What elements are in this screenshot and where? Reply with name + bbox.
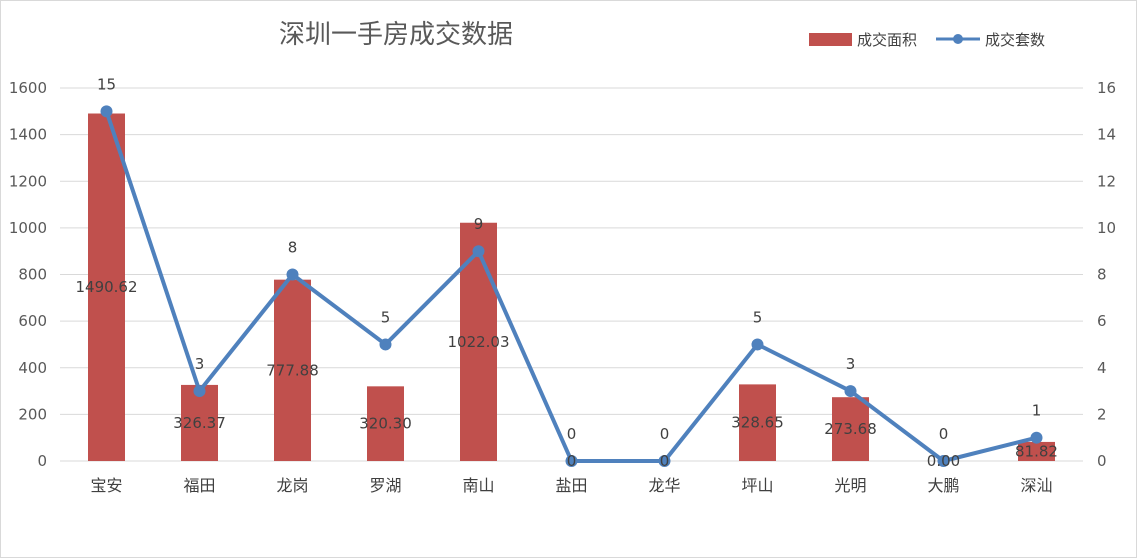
line-data-label: 5 <box>753 308 763 326</box>
category-label: 深汕 <box>1020 476 1052 495</box>
legend-line-marker <box>953 34 963 44</box>
line-data-label: 15 <box>97 75 116 93</box>
line-point <box>286 268 299 281</box>
bar-data-label: 81.82 <box>1015 442 1058 460</box>
line-series <box>100 105 1043 467</box>
line-point <box>379 338 392 351</box>
category-label: 盐田 <box>555 476 587 495</box>
line-point <box>193 385 206 398</box>
right-tick-label: 4 <box>1097 359 1107 377</box>
left-axis-ticks: 0 200 400 600 800 1000 1200 1400 1600 <box>9 79 47 470</box>
bar-data-label: 0 <box>660 452 670 470</box>
line-point <box>565 455 578 467</box>
left-tick-label: 1200 <box>9 172 47 190</box>
bar-data-label: 273.68 <box>824 420 877 438</box>
line-point <box>1030 431 1043 444</box>
left-tick-label: 800 <box>18 266 47 284</box>
line-data-label: 9 <box>474 215 484 233</box>
bar <box>832 397 869 461</box>
bar-data-label: 0 <box>567 452 577 470</box>
bar-data-label: 1022.03 <box>447 333 509 351</box>
right-tick-label: 8 <box>1097 266 1107 284</box>
bar <box>181 384 218 461</box>
legend-line-label: 成交套数 <box>985 31 1045 49</box>
bar-data-label: 328.65 <box>731 414 784 432</box>
left-tick-label: 1400 <box>9 126 47 144</box>
bar <box>274 279 311 461</box>
line-data-label: 3 <box>846 355 856 373</box>
category-label: 宝安 <box>90 476 122 495</box>
gridlines <box>60 87 1083 462</box>
left-tick-label: 600 <box>18 312 47 330</box>
bar-series <box>88 113 1055 462</box>
chart-title: 深圳一手房成交数据 <box>279 20 513 50</box>
bar <box>1018 441 1055 461</box>
bar-data-labels: 1490.62 326.37 777.88 320.30 1022.03 0 0 328.65… <box>75 278 1057 470</box>
category-label: 坪山 <box>741 476 773 495</box>
left-tick-label: 200 <box>18 405 47 423</box>
left-tick-label: 1000 <box>9 219 47 237</box>
category-label: 光明 <box>834 476 866 495</box>
category-label: 大鹏 <box>927 476 959 495</box>
bar-data-label: 1490.62 <box>75 278 137 296</box>
line-point <box>844 385 857 398</box>
right-tick-label: 14 <box>1097 126 1116 144</box>
bar-data-label: 777.88 <box>266 361 319 379</box>
right-tick-label: 6 <box>1097 312 1107 330</box>
line-data-labels: 15 3 8 5 9 0 0 5 3 0 1 <box>97 75 1041 443</box>
legend-bar-swatch <box>809 33 852 46</box>
right-tick-label: 12 <box>1097 172 1116 190</box>
left-tick-label: 1600 <box>9 79 47 97</box>
line-data-label: 0 <box>939 425 949 443</box>
bar <box>739 384 776 461</box>
category-label: 福田 <box>183 476 215 495</box>
line-data-label: 0 <box>567 425 577 443</box>
line-point <box>472 245 485 258</box>
right-tick-label: 0 <box>1097 452 1107 470</box>
right-tick-label: 10 <box>1097 219 1116 237</box>
line-point <box>751 338 764 351</box>
category-label: 南山 <box>462 476 494 495</box>
legend-bar-label: 成交面积 <box>857 31 917 49</box>
right-tick-label: 2 <box>1097 405 1107 423</box>
bar-data-label: 0.00 <box>927 452 960 470</box>
bar-data-label: 320.30 <box>359 415 412 433</box>
right-tick-label: 16 <box>1097 79 1116 97</box>
category-label: 罗湖 <box>369 476 401 495</box>
left-tick-label: 400 <box>18 359 47 377</box>
line-data-label: 1 <box>1032 402 1042 420</box>
bar-data-label: 326.37 <box>173 414 226 432</box>
right-axis-ticks: 0 2 4 6 8 10 12 14 16 <box>1097 79 1116 470</box>
line-point <box>100 105 113 118</box>
line-data-label: 3 <box>195 355 205 373</box>
category-label: 龙岗 <box>276 476 308 495</box>
line-point <box>937 455 950 467</box>
line-data-label: 5 <box>381 308 391 326</box>
legend: 成交面积 成交套数 <box>809 31 1045 49</box>
left-tick-label: 0 <box>37 452 47 470</box>
bar <box>88 113 125 462</box>
line-point <box>658 455 671 467</box>
line-data-label: 0 <box>660 425 670 443</box>
line-path <box>104 110 1037 463</box>
line-data-label: 8 <box>288 239 298 257</box>
category-label: 龙华 <box>648 476 680 495</box>
category-labels: 宝安 福田 龙岗 罗湖 南山 盐田 龙华 坪山 光明 大鹏 深汕 <box>90 476 1052 495</box>
bar <box>367 386 404 461</box>
